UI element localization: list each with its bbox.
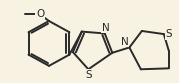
Text: S: S [85, 70, 92, 80]
Text: S: S [166, 29, 172, 39]
Text: N: N [102, 23, 110, 33]
Text: N: N [121, 37, 129, 47]
Text: O: O [36, 9, 44, 20]
